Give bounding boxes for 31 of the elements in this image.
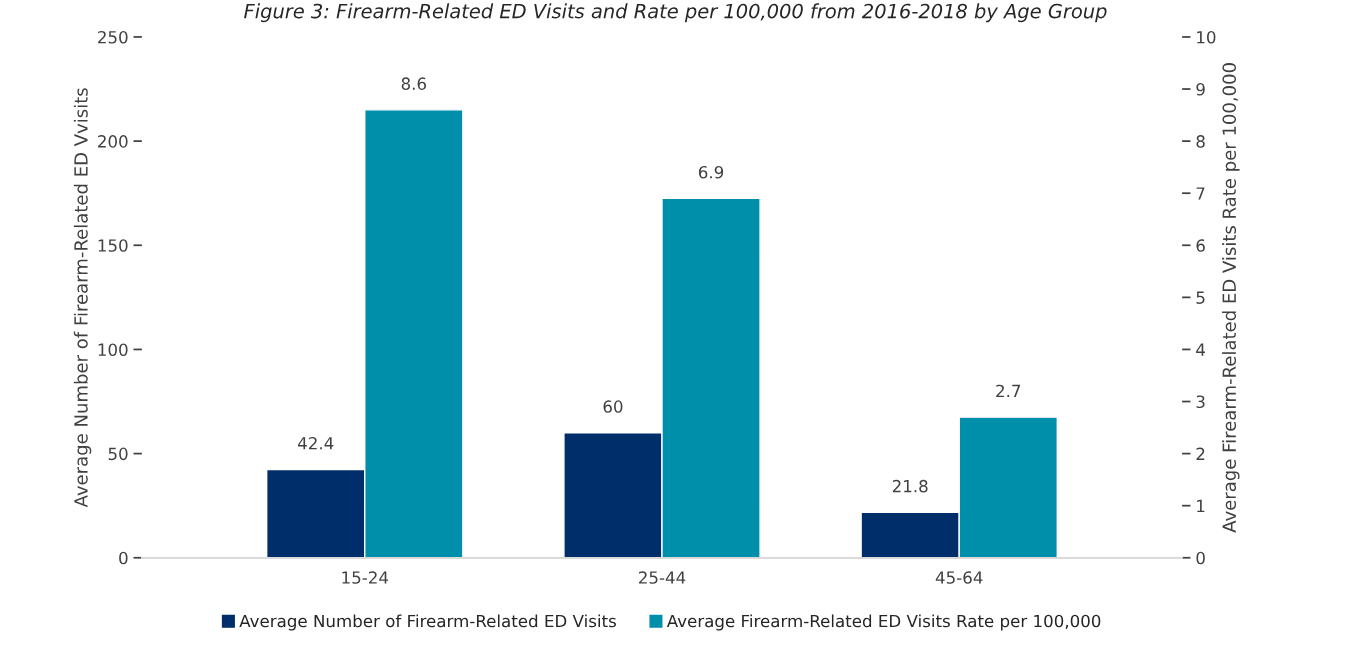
y2-tick-label: 7 [1196,187,1205,200]
chart-title: Figure 3: Firearm-Related ED Visits and Rate per 100,000 from 2016-2018 by Age Group [244,3,1107,23]
y2-axis-title: Average Firearm-Related ED Visits Rate per 100,000 [1222,63,1240,533]
y2-tick-label: 5 [1196,291,1205,304]
data-label: 6.9 [698,165,724,179]
y-axis-title: Average Number of Firearm-Related ED Vvisits [73,88,92,508]
x-tick-label: 25-44 [639,571,686,584]
x-tick-label: 45-64 [935,571,983,584]
legend-label: Average Number of Firearm-Related ED Visits [239,614,616,631]
y2-tick-label: 2 [1196,447,1205,460]
y-tick-label: 200 [98,135,128,148]
legend-label: Average Firearm-Related ED Visits Rate per 100,000 [666,614,1101,631]
y2-tick-label: 8 [1196,135,1205,148]
y2-tick-label: 9 [1196,83,1205,96]
y2-tick-label: 1 [1197,499,1205,513]
data-label: 2.7 [996,384,1021,398]
y2-tick-label: 6 [1196,239,1205,252]
y2-tick-label: 4 [1196,343,1205,356]
data-label: 8.6 [401,77,427,90]
y-tick-label: 0 [119,551,128,565]
y-tick-label: 100 [98,343,128,357]
data-label: 21.8 [892,479,928,493]
y-tick-label: 150 [98,239,128,252]
data-label: 60 [603,400,623,413]
y2-tick-label: 3 [1196,395,1205,409]
y-tick-label: 250 [98,30,128,44]
x-tick-label: 15-24 [342,571,389,584]
y2-tick-label: 0 [1196,551,1205,565]
y2-tick-label: 10 [1197,30,1216,44]
data-label: 42.4 [297,436,334,450]
y-tick-label: 50 [108,447,128,461]
